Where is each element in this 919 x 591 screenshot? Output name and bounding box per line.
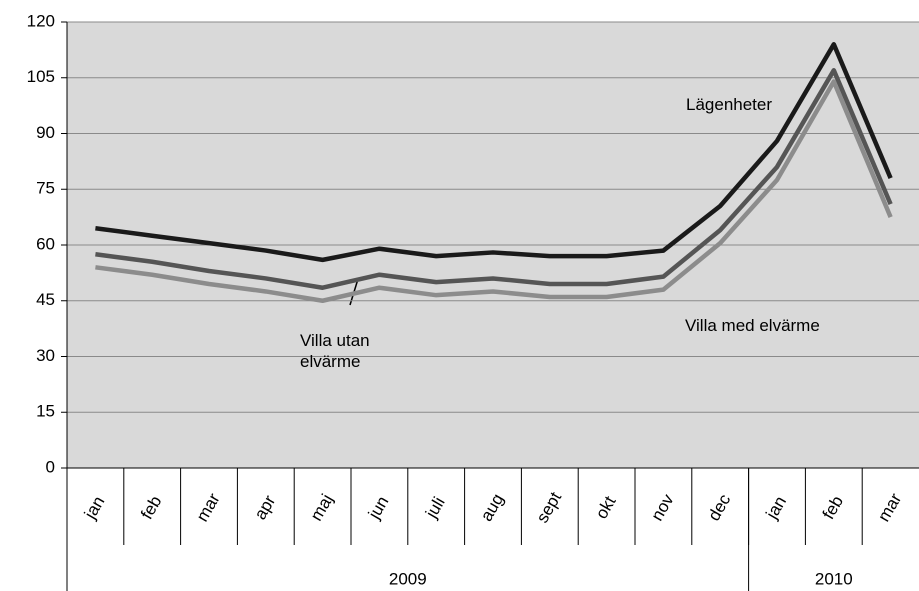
x-tick-label: jan <box>80 493 108 523</box>
x-tick-label: feb <box>137 493 165 523</box>
x-tick-label: sept <box>533 489 566 527</box>
y-tick-label: 120 <box>27 11 55 30</box>
group-label: 2010 <box>815 569 853 588</box>
series-line <box>95 79 893 303</box>
x-tick-label: mar <box>193 490 224 525</box>
x-tick-label: maj <box>307 491 337 524</box>
x-tick-label: aug <box>477 490 508 524</box>
x-tick-label: nov <box>647 490 677 524</box>
x-tick-label: juli <box>421 494 448 522</box>
y-tick-label: 75 <box>36 179 55 198</box>
x-tick-label: okt <box>592 493 620 522</box>
series-label: Lägenheter <box>686 95 773 114</box>
x-tick-label: jan <box>762 493 790 523</box>
x-tick-label: apr <box>251 492 280 523</box>
y-tick-label: 0 <box>46 457 55 476</box>
group-label: 2009 <box>389 569 427 588</box>
series-line <box>95 68 893 290</box>
series-line <box>95 42 893 263</box>
y-tick-label: 45 <box>36 290 55 309</box>
y-tick-label: 60 <box>36 234 55 253</box>
y-tick-label: 30 <box>36 346 55 365</box>
x-tick-label: feb <box>819 493 847 523</box>
y-tick-label: 105 <box>27 67 55 86</box>
series-label: Villa utan elvärme <box>300 331 370 371</box>
x-tick-label: dec <box>704 490 734 524</box>
y-tick-label: 90 <box>36 123 55 142</box>
x-tick-label: mar <box>874 490 905 525</box>
y-tick-label: 15 <box>36 402 55 421</box>
x-tick-label: jun <box>364 493 392 523</box>
series-label: Villa med elvärme <box>685 316 820 335</box>
